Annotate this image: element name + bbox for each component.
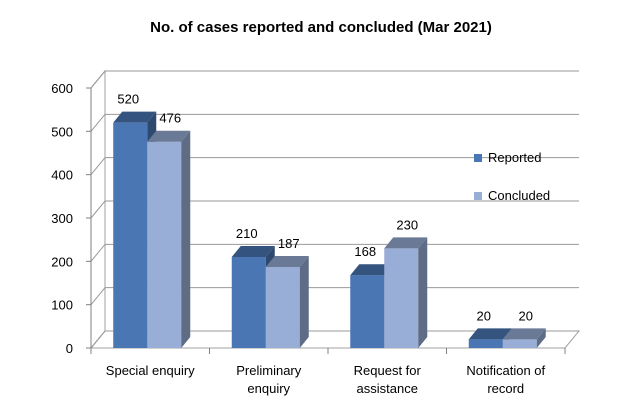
bar-side (536, 328, 546, 348)
bar-top (113, 111, 157, 123)
bar-front (350, 275, 385, 348)
bar-top (147, 130, 191, 142)
data-label: 168 (354, 244, 376, 259)
bar-front (147, 141, 182, 348)
legend: Reported Concluded (474, 150, 550, 203)
bar (502, 328, 546, 348)
bar (384, 237, 428, 348)
bar-top (231, 246, 275, 257)
x-tick-label: Special enquiry (106, 363, 195, 378)
gridline (90, 200, 579, 219)
bar-front (468, 339, 503, 348)
bar-side (299, 255, 309, 348)
bar-side (418, 237, 428, 348)
bar-top (384, 237, 428, 249)
bar-top (502, 328, 546, 340)
gridline (90, 113, 579, 132)
bar (265, 255, 309, 348)
x-axis: Special enquiry Preliminary enquiry Request… (90, 348, 566, 396)
legend-label: Concluded (488, 188, 550, 203)
legend-swatch (474, 192, 482, 200)
y-axis: 0 100 200 300 400 500 600 (51, 81, 92, 356)
data-label: 230 (396, 217, 418, 232)
data-label: 210 (236, 226, 258, 241)
y-tick-label: 400 (51, 168, 73, 183)
bar-top (265, 255, 309, 267)
gridline (90, 70, 579, 89)
gridline (90, 157, 579, 175)
legend-swatch (474, 154, 482, 162)
bar-front (384, 248, 419, 348)
y-tick-label: 100 (51, 298, 73, 313)
bar-top (468, 328, 512, 340)
bar-front (113, 122, 148, 349)
y-tick-label: 500 (51, 124, 73, 139)
bars (113, 111, 546, 349)
data-label: 20 (477, 308, 491, 323)
x-tick-label: Notification of record (466, 363, 545, 396)
x-tick-label: Preliminary enquiry (236, 363, 302, 396)
bar-front (265, 266, 300, 348)
y-tick-label: 600 (51, 81, 73, 96)
y-tick-label: 200 (51, 254, 73, 269)
bar (147, 130, 191, 348)
y-tick-label: 300 (51, 211, 73, 226)
bar-front (502, 339, 537, 348)
data-labels: 520 476 210 187 168 230 20 20 (117, 92, 533, 324)
data-label: 20 (519, 308, 533, 323)
bar-top (350, 264, 394, 276)
y-tick-label: 0 (66, 341, 73, 356)
data-label: 520 (117, 92, 139, 107)
data-label: 476 (159, 111, 181, 126)
data-label: 187 (278, 236, 300, 251)
bar-side (181, 130, 191, 348)
chart-title: No. of cases reported and concluded (Mar… (150, 19, 492, 36)
legend-label: Reported (488, 150, 541, 165)
bar-front (231, 257, 266, 348)
x-tick-label: Request for assistance (354, 363, 422, 396)
